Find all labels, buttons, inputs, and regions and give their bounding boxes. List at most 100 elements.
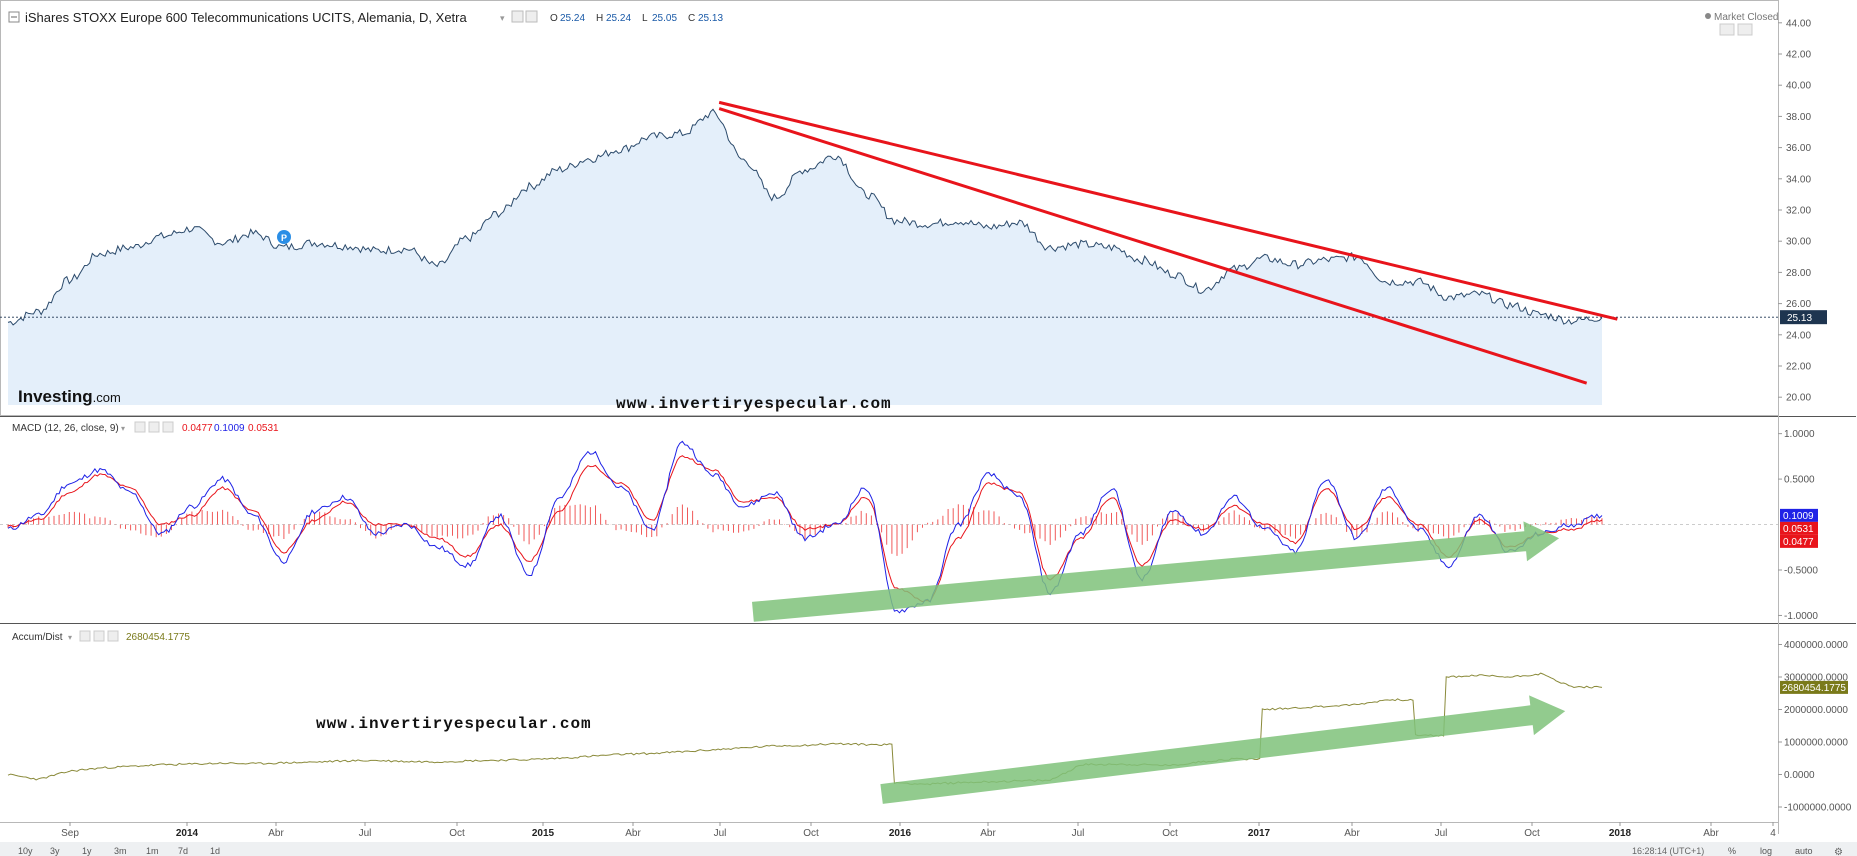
trendline-1 (718, 100, 1618, 321)
scale-button-log[interactable]: log (1760, 846, 1772, 856)
time-tick-label: Oct (449, 828, 465, 839)
macd-tag: 0.0531 (1783, 524, 1814, 535)
time-tick-label: 2014 (176, 828, 199, 839)
macd-tag: 0.1009 (1783, 511, 1814, 522)
time-tick-label: 2018 (1609, 828, 1632, 839)
macd-value-1: 0.0477 (182, 423, 213, 434)
gear-icon[interactable]: ⚙ (1834, 847, 1843, 856)
ad-tick-label: -1000000.0000 (1784, 803, 1852, 814)
time-tick-label: Jul (714, 828, 727, 839)
macd-visibility-icon[interactable] (148, 421, 160, 433)
ad-name: Accum/Dist (12, 632, 63, 643)
time-tick-label: Sep (61, 828, 79, 839)
range-button-10y[interactable]: 10y (18, 846, 33, 856)
time-tick-label: Oct (1162, 828, 1178, 839)
ad-axis: 4000000.0000 3000000.0000 2000000.0000 1000… (1778, 640, 1852, 814)
price-header: iShares STOXX Europe 600 Telecommunicati… (8, 10, 1778, 36)
scale-button-percent[interactable]: % (1728, 846, 1736, 856)
ad-close-icon[interactable] (107, 630, 119, 642)
frames (0, 0, 1856, 834)
ohlc-value-l: 25.05 (652, 13, 677, 24)
dividend-marker[interactable]: P (277, 230, 291, 244)
range-button-7d[interactable]: 7d (178, 846, 188, 856)
ohlc-value-c: 25.13 (698, 13, 723, 24)
price-tick-label: 44.00 (1786, 18, 1811, 29)
ad-tick-label: 2000000.0000 (1784, 705, 1848, 716)
ad-tick-label: 0.0000 (1784, 770, 1815, 781)
price-tick-label: 40.00 (1786, 81, 1811, 92)
ohlc-value-h: 25.24 (606, 13, 631, 24)
macd-line (7, 440, 1603, 614)
macd-axis: 1.0000 0.5000 -0.5000 -1.0000 0.1009 0.0531 0.… (1778, 429, 1818, 622)
macd-settings-icon[interactable] (134, 421, 146, 433)
ad-dropdown-icon[interactable]: ▾ (68, 633, 72, 642)
macd-arrow (752, 521, 1560, 622)
ad-tick-label: 1000000.0000 (1784, 738, 1848, 749)
macd-tick-label: -1.0000 (1784, 611, 1818, 622)
ohlc-value-o: 25.24 (560, 13, 585, 24)
scroll-left-button[interactable] (1719, 23, 1735, 36)
dividend-marker-icon: P (281, 233, 287, 243)
time-tick-label: 2016 (889, 828, 912, 839)
ad-header: Accum/Dist ▾ 2680454.1775 (12, 630, 190, 643)
time-tick-label: Oct (1524, 828, 1540, 839)
range-button-3y[interactable]: 3y (50, 846, 60, 856)
price-tick-label: 28.00 (1786, 268, 1811, 279)
macd-value-2: 0.1009 (214, 423, 245, 434)
title-dropdown-icon[interactable]: ▾ (500, 13, 505, 23)
ad-settings-icon[interactable] (79, 630, 91, 642)
time-tick-label: Abr (980, 828, 996, 839)
range-button-3m[interactable]: 3m (114, 846, 127, 856)
ad-tick-label: 3000000.0000 (1784, 673, 1848, 684)
ad-panel (7, 672, 1603, 804)
market-status: Market Closed (1714, 12, 1778, 23)
macd-tick-label: -0.5000 (1784, 566, 1818, 577)
time-tick-label: 2017 (1248, 828, 1271, 839)
macd-tag: 0.0477 (1783, 537, 1814, 548)
time-axis: Sep 2014 Abr Jul Oct 2015 Abr Jul Oct 2016 Abr Jul O… (0, 822, 1778, 839)
price-area-fill (8, 109, 1602, 406)
price-tick-label: 26.00 (1786, 299, 1811, 310)
range-button-1y[interactable]: 1y (82, 846, 92, 856)
scroll-right-button[interactable] (1737, 23, 1753, 36)
ohlc-key-c: C (688, 13, 695, 24)
ad-tag: 2680454.1775 (1782, 683, 1846, 694)
settings-icon[interactable] (511, 10, 524, 23)
time-tick-label: Jul (359, 828, 372, 839)
ad-visibility-icon[interactable] (93, 630, 105, 642)
logo-bold: Investing (18, 387, 93, 406)
ad-tick-label: 4000000.0000 (1784, 640, 1848, 651)
range-button-1m[interactable]: 1m (146, 846, 159, 856)
price-line (7, 108, 1603, 326)
right-controls: % log auto ⚙ (1728, 846, 1843, 856)
macd-value-3: 0.0531 (248, 423, 279, 434)
price-tick-label: 30.00 (1786, 237, 1811, 248)
price-axis: 44.00 42.00 40.00 38.00 36.00 34.00 32.00 30.00… (1778, 18, 1827, 404)
time-tick-label: Abr (1703, 828, 1719, 839)
visibility-icon[interactable] (525, 10, 538, 23)
ad-line (7, 672, 1603, 786)
macd-tag-bg (1780, 508, 1818, 522)
ohlc-key-o: O (550, 13, 558, 24)
ohlc-values: O 25.24 H 25.24 L 25.05 C 25.13 (550, 13, 723, 24)
ohlc-key-h: H (596, 13, 603, 24)
scale-button-auto[interactable]: auto (1795, 846, 1813, 856)
market-status-dot (1705, 13, 1711, 19)
time-tick-label: Jul (1435, 828, 1448, 839)
time-tick-label: Jul (1072, 828, 1085, 839)
range-button-1d[interactable]: 1d (210, 846, 220, 856)
time-tick-label: 4 (1770, 828, 1776, 839)
price-tick-label: 38.00 (1786, 112, 1811, 123)
price-tick-label: 32.00 (1786, 206, 1811, 217)
trendline-2 (718, 107, 1588, 385)
macd-dropdown-icon[interactable]: ▾ (121, 424, 125, 433)
logo-suffix: .com (93, 390, 121, 405)
price-tick-label: 36.00 (1786, 143, 1811, 154)
macd-close-icon[interactable] (162, 421, 174, 433)
price-tag: 25.13 (1787, 313, 1812, 324)
bottom-toolbar (0, 842, 1857, 856)
price-tag-bg (1780, 310, 1827, 325)
price-tick-label: 34.00 (1786, 174, 1811, 185)
watermark-price: www.invertiryespecular.com (616, 395, 892, 413)
